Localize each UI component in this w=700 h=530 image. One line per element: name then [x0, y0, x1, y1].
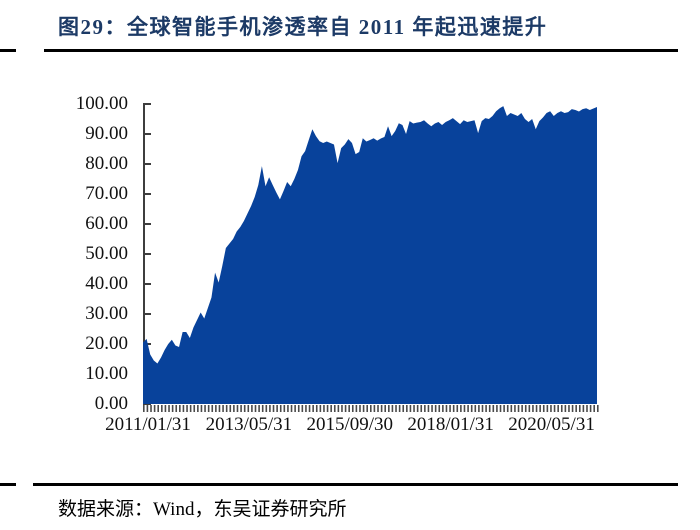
left-edge-mark-top [0, 49, 16, 52]
y-tick-mark [145, 283, 151, 285]
area-chart: 100.00 90.00 80.00 70.00 60.00 50.00 40.00 30.0… [0, 60, 700, 460]
y-tick-label: 70.00 [85, 183, 128, 204]
y-tick-mark [145, 193, 151, 195]
x-tick-label: 2018/01/31 [407, 414, 494, 435]
y-tick-label: 80.00 [85, 153, 128, 174]
y-tick-mark [145, 253, 151, 255]
y-tick-label: 100.00 [75, 93, 128, 114]
y-tick-label: 30.00 [85, 303, 128, 324]
area-series [143, 106, 597, 404]
left-edge-mark-bottom [0, 483, 16, 486]
y-tick-mark [145, 133, 151, 135]
x-tick-label: 2020/05/31 [508, 414, 595, 435]
y-axis-line [143, 103, 145, 405]
y-tick-mark [145, 103, 151, 105]
y-tick-label: 10.00 [85, 363, 128, 384]
x-tick-label: 2015/09/30 [306, 414, 394, 435]
y-tick-mark [145, 223, 151, 225]
x-tick-label: 2013/05/31 [205, 414, 293, 435]
y-tick-mark [145, 313, 151, 315]
source-note: 数据来源：Wind，东吴证券研究所 [58, 499, 347, 520]
bottom-rule [33, 483, 678, 486]
y-tick-label: 0.00 [94, 393, 128, 414]
figure-title: 图29：全球智能手机渗透率自 2011 年起迅速提升 [58, 15, 548, 39]
y-tick-label: 50.00 [85, 243, 128, 264]
y-tick-mark [145, 163, 151, 165]
penetration-area [143, 106, 597, 404]
y-tick-label: 90.00 [85, 123, 128, 144]
top-rule [44, 49, 678, 52]
y-tick-mark [145, 343, 151, 345]
x-tick-label: 2011/01/31 [105, 414, 191, 435]
x-axis-minor-ticks [143, 405, 599, 412]
y-tick-label: 20.00 [85, 333, 128, 354]
y-tick-label: 40.00 [85, 273, 128, 294]
y-tick-label: 60.00 [85, 213, 128, 234]
y-tick-mark [145, 403, 151, 405]
